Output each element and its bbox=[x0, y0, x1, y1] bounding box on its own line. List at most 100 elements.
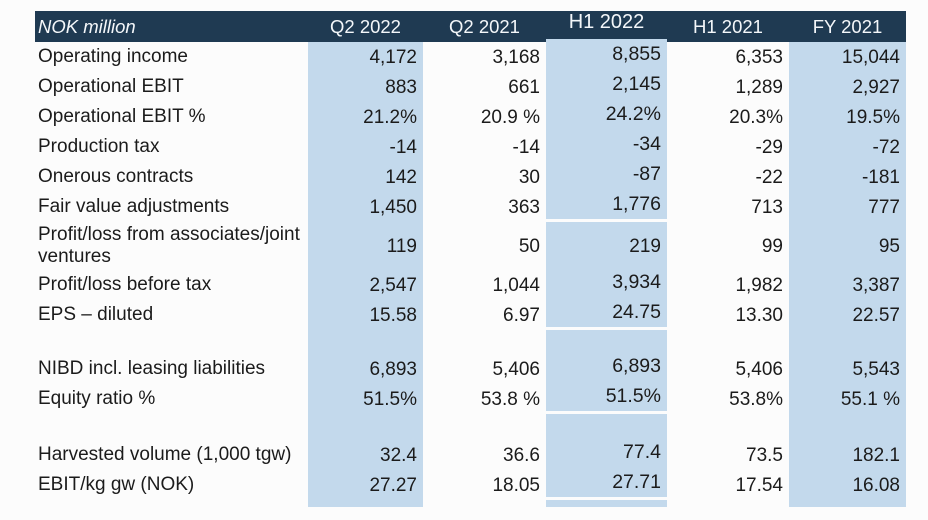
cell-fy-2021: 22.57 bbox=[789, 300, 906, 330]
row-label bbox=[35, 414, 308, 440]
cell-fy-2021: 95 bbox=[789, 222, 906, 270]
cell-h1-2021: 13.30 bbox=[735, 304, 783, 326]
table-row: Profit/loss before tax 2,547 1,044 3,934… bbox=[35, 267, 906, 300]
cell-q2-2021: 20.9 % bbox=[480, 106, 540, 128]
cell-q2-2022: 4,172 bbox=[308, 42, 423, 72]
cell-q2-2022: 142 bbox=[308, 162, 423, 192]
cell-q2-2022 bbox=[308, 330, 423, 354]
cell-q2-2021: 53.8 % bbox=[480, 388, 540, 410]
cell-q2-2022: 27.27 bbox=[308, 470, 423, 500]
cell-h1-2021 bbox=[667, 414, 789, 440]
cell-q2-2021: 18.05 bbox=[492, 474, 540, 496]
cell-q2-2022: 51.5% bbox=[308, 384, 423, 414]
unit-label: NOK million bbox=[38, 15, 136, 37]
cell-q2-2021 bbox=[423, 500, 546, 507]
cell-h1-2022: -34 bbox=[546, 129, 667, 159]
row-label: Profit/loss from associates/joint ventur… bbox=[38, 224, 300, 267]
row-label: Equity ratio % bbox=[38, 388, 156, 409]
cell-q2-2022: 15.58 bbox=[308, 300, 423, 330]
cell-fy-2021: 777 bbox=[789, 192, 906, 222]
cell-fy-2021: 19.5% bbox=[789, 102, 906, 132]
cell-q2-2021 bbox=[423, 414, 546, 440]
cell-h1-2022: 24.2% bbox=[546, 99, 667, 129]
cell-h1-2021: 17.54 bbox=[735, 474, 783, 496]
cell-fy-2021: 55.1 % bbox=[789, 384, 906, 414]
cell-q2-2021: 6.97 bbox=[503, 304, 540, 326]
cell-h1-2021: 6,353 bbox=[735, 46, 783, 68]
cell-q2-2022: -14 bbox=[308, 132, 423, 162]
cell-h1-2022: 77.4 bbox=[546, 437, 667, 467]
row-label: Onerous contracts bbox=[38, 166, 194, 187]
table-row: Onerous contracts 142 30 -87 -22 -181 bbox=[35, 159, 906, 192]
cell-q2-2021: 363 bbox=[508, 196, 540, 218]
cell-h1-2021: 5,406 bbox=[735, 358, 783, 380]
cell-q2-2021: 661 bbox=[508, 76, 540, 98]
cell-q2-2022: 2,547 bbox=[308, 270, 423, 300]
column-header-h1-2021: H1 2021 bbox=[693, 16, 763, 37]
cell-q2-2021: 5,406 bbox=[492, 358, 540, 380]
row-label: Operational EBIT % bbox=[38, 106, 206, 127]
table-row: Harvested volume (1,000 tgw) 32.4 36.6 7… bbox=[35, 437, 906, 470]
cell-h1-2021: 99 bbox=[761, 235, 783, 257]
row-label: Fair value adjustments bbox=[38, 196, 230, 217]
cell-h1-2022: 27.71 bbox=[546, 467, 667, 497]
cell-h1-2022 bbox=[546, 500, 667, 507]
cell-q2-2022: 119 bbox=[308, 222, 423, 270]
cell-h1-2022: 2,145 bbox=[546, 69, 667, 99]
cell-h1-2021: 20.3% bbox=[729, 106, 783, 128]
column-header-q2-2022: Q2 2022 bbox=[330, 16, 401, 37]
table-row: Production tax -14 -14 -34 -29 -72 bbox=[35, 129, 906, 162]
column-header-h1-2022: H1 2022 bbox=[568, 11, 645, 33]
cell-q2-2022: 32.4 bbox=[308, 440, 423, 470]
cell-fy-2021: 3,387 bbox=[789, 270, 906, 300]
table-row: EBIT/kg gw (NOK) 27.27 18.05 27.71 17.54… bbox=[35, 467, 906, 500]
table-row bbox=[35, 330, 906, 354]
cell-h1-2022: 51.5% bbox=[546, 381, 667, 411]
row-label: EBIT/kg gw (NOK) bbox=[38, 474, 195, 495]
cell-q2-2022: 883 bbox=[308, 72, 423, 102]
cell-fy-2021: 182.1 bbox=[789, 440, 906, 470]
cell-h1-2022 bbox=[546, 414, 667, 440]
cell-h1-2021: -29 bbox=[755, 136, 783, 158]
row-label bbox=[35, 330, 308, 354]
row-label: Profit/loss before tax bbox=[38, 274, 212, 295]
cell-h1-2021: 1,982 bbox=[735, 274, 783, 296]
cell-h1-2022: 219 bbox=[546, 222, 667, 270]
table-row bbox=[35, 500, 906, 507]
cell-fy-2021: -181 bbox=[789, 162, 906, 192]
cell-h1-2021: 53.8% bbox=[729, 388, 783, 410]
cell-q2-2021: 1,044 bbox=[492, 274, 540, 296]
cell-fy-2021: 16.08 bbox=[789, 470, 906, 500]
cell-h1-2021 bbox=[667, 330, 789, 354]
cell-h1-2021: 73.5 bbox=[746, 444, 783, 466]
table-row: Fair value adjustments 1,450 363 1,776 7… bbox=[35, 189, 906, 222]
cell-q2-2022: 21.2% bbox=[308, 102, 423, 132]
table-row: EPS – diluted 15.58 6.97 24.75 13.30 22.… bbox=[35, 297, 906, 330]
cell-h1-2022: 24.75 bbox=[546, 297, 667, 327]
row-label bbox=[35, 500, 308, 507]
column-header-q2-2021: Q2 2021 bbox=[449, 16, 520, 37]
cell-h1-2021: -22 bbox=[755, 166, 783, 188]
table-row: Operational EBIT % 21.2% 20.9 % 24.2% 20… bbox=[35, 99, 906, 132]
table-row: NIBD incl. leasing liabilities 6,893 5,4… bbox=[35, 351, 906, 384]
row-label: Harvested volume (1,000 tgw) bbox=[38, 444, 292, 465]
table-row: Operating income 4,172 3,168 8,855 6,353… bbox=[35, 39, 906, 72]
cell-q2-2021: -14 bbox=[512, 136, 540, 158]
cell-q2-2021: 50 bbox=[518, 235, 540, 257]
table-row bbox=[35, 414, 906, 440]
row-label: Production tax bbox=[38, 136, 160, 157]
column-header-fy-2021: FY 2021 bbox=[812, 16, 883, 37]
table-row: Equity ratio % 51.5% 53.8 % 51.5% 53.8% … bbox=[35, 381, 906, 414]
cell-h1-2022 bbox=[546, 330, 667, 354]
cell-q2-2022: 1,450 bbox=[308, 192, 423, 222]
cell-q2-2021: 3,168 bbox=[492, 46, 540, 68]
cell-h1-2021 bbox=[667, 500, 789, 507]
cell-h1-2021: 713 bbox=[751, 196, 783, 218]
cell-fy-2021: 5,543 bbox=[789, 354, 906, 384]
cell-q2-2022 bbox=[308, 414, 423, 440]
cell-q2-2022 bbox=[308, 500, 423, 507]
cell-fy-2021 bbox=[789, 330, 906, 354]
table-row: Profit/loss from associates/joint ventur… bbox=[35, 222, 906, 270]
cell-h1-2022: 1,776 bbox=[546, 189, 667, 219]
